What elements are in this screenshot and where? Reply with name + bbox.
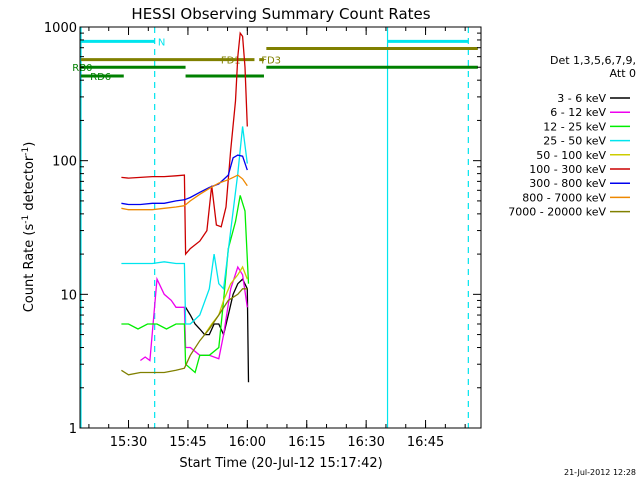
series-lines bbox=[121, 31, 250, 383]
flag-label-rb0: RB0 bbox=[72, 63, 92, 74]
series-line-25-50-kev bbox=[121, 126, 248, 325]
x-tick-label: 16:15 bbox=[288, 435, 325, 450]
legend-entry: 800 - 7000 keV bbox=[522, 191, 606, 204]
timestamp: 21-Jul-2012 12:28 bbox=[564, 468, 636, 477]
flag-label-rd6: RD6 bbox=[90, 72, 111, 83]
legend-header: Det 1,3,5,6,7,9, bbox=[550, 54, 636, 67]
series-line-800-7000-kev bbox=[121, 174, 248, 211]
series-line-12-25-kev bbox=[121, 195, 250, 374]
x-tick-label: 16:30 bbox=[347, 435, 384, 450]
legend-entry: 100 - 300 keV bbox=[529, 163, 606, 176]
x-tick-label: 15:30 bbox=[110, 435, 147, 450]
vertical-markers bbox=[80, 27, 469, 428]
x-axis-label: Start Time (20-Jul-12 15:17:42) bbox=[179, 456, 382, 471]
legend-entry: 3 - 6 keV bbox=[557, 92, 606, 105]
legend-entry: 7000 - 20000 keV bbox=[508, 206, 606, 219]
legend-entry: 50 - 100 keV bbox=[536, 149, 606, 162]
series-line-7000-20000-kev bbox=[121, 288, 248, 376]
y-tick-label: 10 bbox=[60, 288, 77, 303]
series-line-50-100-kev bbox=[204, 265, 248, 335]
x-tick-label: 16:00 bbox=[229, 435, 266, 450]
legend-entry: 12 - 25 keV bbox=[543, 120, 606, 133]
y-tick-label: 1000 bbox=[44, 21, 77, 36]
legend-entry: 25 - 50 keV bbox=[543, 135, 606, 148]
series-line-3-6-kev bbox=[184, 278, 250, 383]
flag-label-fd3: FD3 bbox=[261, 56, 281, 67]
flag-label-n: N bbox=[158, 37, 165, 48]
series-line-100-300-kev bbox=[121, 31, 248, 256]
chart-title: HESSI Observing Summary Count Rates bbox=[131, 5, 430, 23]
series-line-6-12-kev bbox=[140, 265, 248, 362]
x-tick-label: 15:45 bbox=[169, 435, 206, 450]
legend-entry: 300 - 800 keV bbox=[529, 177, 606, 190]
axes: 15:30 15:45 16:00 16:15 16:30 16:45 1 10 100 1000 bbox=[44, 21, 481, 450]
y-tick-label: 100 bbox=[52, 155, 77, 170]
y-tick-label: 1 bbox=[69, 422, 77, 437]
series-line-300-800-kev bbox=[121, 154, 248, 206]
legend-entry: 6 - 12 keV bbox=[550, 106, 606, 119]
plot-frame bbox=[79, 26, 482, 429]
legend-header: Att 0 bbox=[610, 67, 636, 80]
y-axis-label: Count Rate (s-1 detector-1) bbox=[21, 142, 37, 313]
x-tick-label: 16:45 bbox=[407, 435, 444, 450]
flag-label-fd1: FD1 bbox=[221, 56, 241, 67]
